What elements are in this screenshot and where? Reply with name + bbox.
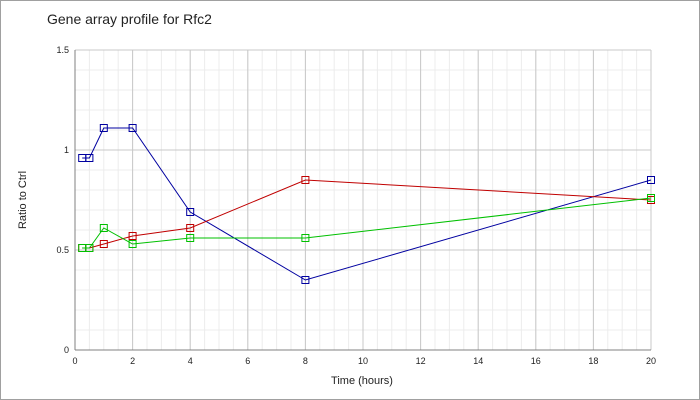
y-tick-label: 0.5: [56, 245, 69, 255]
x-tick-label: 18: [588, 356, 598, 366]
x-tick-label: 0: [72, 356, 77, 366]
x-tick-label: 6: [245, 356, 250, 366]
data-point-marker: [85, 154, 94, 162]
data-point-marker: [128, 232, 137, 240]
data-point-marker: [128, 240, 137, 248]
data-point-marker: [186, 224, 195, 232]
x-tick-label: 12: [416, 356, 426, 366]
chart-title: Gene array profile for Rfc2: [47, 11, 212, 27]
x-tick-label: 2: [130, 356, 135, 366]
data-point-marker: [186, 208, 195, 216]
tick-labels: 0 2 4 6 8 10 12 14 16 18 20 0 0.5 1 1.5: [56, 45, 656, 366]
x-tick-label: 16: [531, 356, 541, 366]
series-line-3: [82, 197, 652, 249]
series-layer: [78, 124, 655, 284]
y-tick-label: 0: [64, 345, 69, 355]
data-point-marker: [128, 124, 137, 132]
x-axis-label: Time (hours): [331, 375, 393, 387]
x-tick-label: 20: [646, 356, 656, 366]
y-tick-label: 1: [64, 145, 69, 155]
data-point-marker: [85, 244, 94, 252]
data-point-marker: [99, 240, 108, 248]
x-tick-label: 8: [303, 356, 308, 366]
data-point-marker: [647, 194, 655, 202]
data-point-marker: [301, 276, 310, 284]
data-point-marker: [301, 176, 310, 184]
y-tick-label: 1.5: [56, 45, 69, 55]
data-point-marker: [301, 234, 310, 242]
x-tick-label: 10: [358, 356, 368, 366]
data-point-marker: [99, 224, 108, 232]
x-tick-label: 14: [473, 356, 483, 366]
data-point-marker: [99, 124, 108, 132]
data-point-marker: [186, 234, 195, 242]
axes: [74, 50, 651, 351]
y-axis-label: Ratio to Ctrl: [17, 171, 29, 229]
series-line-1: [82, 127, 652, 281]
data-point-marker: [647, 176, 655, 184]
x-tick-label: 4: [188, 356, 193, 366]
